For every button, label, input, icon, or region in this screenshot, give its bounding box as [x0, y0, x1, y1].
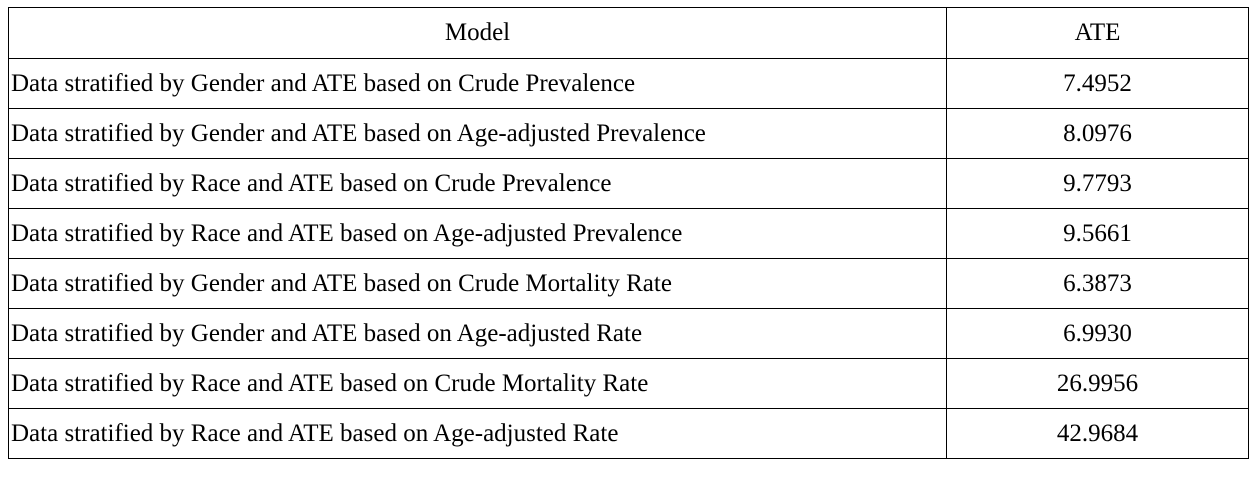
header-ate: ATE: [946, 7, 1249, 59]
cell-ate: 6.3873: [946, 258, 1249, 309]
cell-model: Data stratified by Race and ATE based on…: [8, 158, 947, 209]
cell-model: Data stratified by Race and ATE based on…: [8, 408, 947, 459]
table-row: Data stratified by Race and ATE based on…: [8, 208, 1249, 259]
cell-model: Data stratified by Race and ATE based on…: [8, 208, 947, 259]
table-row: Data stratified by Gender and ATE based …: [8, 108, 1249, 159]
table-row: Data stratified by Gender and ATE based …: [8, 58, 1249, 109]
table-row: Data stratified by Gender and ATE based …: [8, 258, 1249, 309]
cell-model: Data stratified by Race and ATE based on…: [8, 358, 947, 409]
table-header-row: Model ATE: [8, 7, 1249, 59]
table-row: Data stratified by Race and ATE based on…: [8, 158, 1249, 209]
table-row: Data stratified by Race and ATE based on…: [8, 408, 1249, 459]
cell-model: Data stratified by Gender and ATE based …: [8, 258, 947, 309]
cell-model: Data stratified by Gender and ATE based …: [8, 58, 947, 109]
cell-ate: 6.9930: [946, 308, 1249, 359]
results-table-container: Model ATE Data stratified by Gender and …: [8, 7, 1249, 459]
cell-ate: 7.4952: [946, 58, 1249, 109]
cell-ate: 8.0976: [946, 108, 1249, 159]
table-row: Data stratified by Gender and ATE based …: [8, 308, 1249, 359]
cell-ate: 9.5661: [946, 208, 1249, 259]
cell-model: Data stratified by Gender and ATE based …: [8, 108, 947, 159]
cell-ate: 9.7793: [946, 158, 1249, 209]
cell-model: Data stratified by Gender and ATE based …: [8, 308, 947, 359]
header-model: Model: [8, 7, 947, 59]
ate-results-table: Model ATE Data stratified by Gender and …: [8, 7, 1249, 459]
table-row: Data stratified by Race and ATE based on…: [8, 358, 1249, 409]
cell-ate: 42.9684: [946, 408, 1249, 459]
cell-ate: 26.9956: [946, 358, 1249, 409]
